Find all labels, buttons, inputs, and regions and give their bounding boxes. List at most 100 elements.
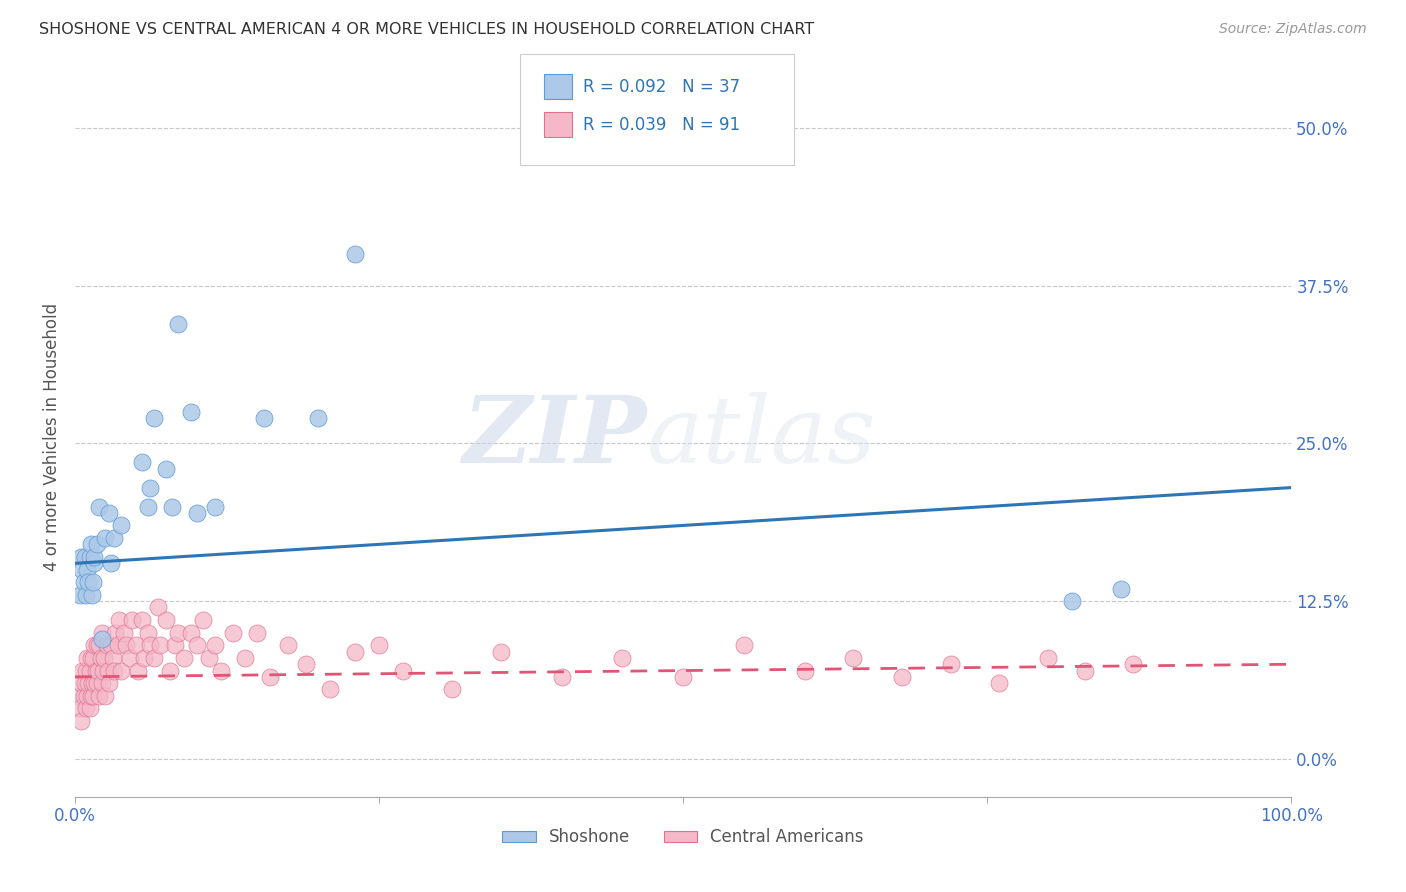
Point — [1036, 651, 1059, 665]
Point — [103, 664, 125, 678]
Point — [842, 651, 865, 665]
Point — [672, 670, 695, 684]
Point — [72, 689, 94, 703]
Point — [67, 689, 90, 703]
Point — [98, 506, 121, 520]
Point — [146, 600, 169, 615]
Point — [143, 411, 166, 425]
Point — [80, 537, 103, 551]
Point — [441, 682, 464, 697]
Point — [550, 670, 572, 684]
Point — [80, 676, 103, 690]
Point — [75, 701, 97, 715]
Point — [233, 651, 256, 665]
Point — [82, 651, 104, 665]
Point — [115, 638, 138, 652]
Point — [222, 625, 245, 640]
Point — [73, 549, 96, 564]
Point — [162, 500, 184, 514]
Point — [127, 664, 149, 678]
Point — [180, 625, 202, 640]
Point — [83, 676, 105, 690]
Point — [343, 645, 366, 659]
Point — [73, 676, 96, 690]
Point — [96, 638, 118, 652]
Text: Source: ZipAtlas.com: Source: ZipAtlas.com — [1219, 22, 1367, 37]
Point — [86, 537, 108, 551]
Point — [70, 676, 93, 690]
Point — [79, 549, 101, 564]
Point — [90, 632, 112, 646]
Point — [80, 588, 103, 602]
Point — [87, 664, 110, 678]
Point — [103, 531, 125, 545]
Point — [112, 625, 135, 640]
Point — [139, 638, 162, 652]
Legend: Shoshone, Central Americans: Shoshone, Central Americans — [496, 822, 870, 853]
Point — [163, 638, 186, 652]
Point — [82, 689, 104, 703]
Point — [125, 638, 148, 652]
Point — [155, 613, 177, 627]
Point — [1062, 594, 1084, 608]
Point — [104, 625, 127, 640]
Point — [77, 676, 100, 690]
Point — [891, 670, 914, 684]
Point — [86, 638, 108, 652]
Point — [72, 575, 94, 590]
Point — [319, 682, 342, 697]
Point — [90, 676, 112, 690]
Point — [69, 588, 91, 602]
Point — [121, 613, 143, 627]
Point — [94, 531, 117, 545]
Point — [612, 651, 634, 665]
Text: R = 0.092   N = 37: R = 0.092 N = 37 — [583, 78, 741, 95]
Point — [93, 651, 115, 665]
Point — [89, 689, 111, 703]
Point — [1122, 657, 1144, 672]
Text: ZIP: ZIP — [463, 392, 647, 482]
Point — [98, 676, 121, 690]
Point — [1109, 582, 1132, 596]
Point — [131, 455, 153, 469]
Point — [246, 625, 269, 640]
Point — [988, 676, 1011, 690]
Point — [136, 625, 159, 640]
Point — [186, 638, 208, 652]
Point — [136, 500, 159, 514]
Point — [75, 664, 97, 678]
Point — [939, 657, 962, 672]
Point — [149, 638, 172, 652]
Point — [143, 651, 166, 665]
Point — [72, 563, 94, 577]
Point — [76, 651, 98, 665]
Point — [94, 689, 117, 703]
Point — [110, 518, 132, 533]
Point — [134, 651, 156, 665]
Point — [97, 664, 120, 678]
Point — [91, 664, 114, 678]
Point — [70, 714, 93, 728]
Point — [76, 689, 98, 703]
Point — [89, 500, 111, 514]
Point — [343, 247, 366, 261]
Point — [167, 625, 190, 640]
Point — [83, 638, 105, 652]
Point — [733, 638, 755, 652]
Point — [159, 664, 181, 678]
Point — [118, 651, 141, 665]
Point — [139, 481, 162, 495]
Point — [368, 638, 391, 652]
Point — [204, 638, 226, 652]
Point — [204, 500, 226, 514]
Text: SHOSHONE VS CENTRAL AMERICAN 4 OR MORE VEHICLES IN HOUSEHOLD CORRELATION CHART: SHOSHONE VS CENTRAL AMERICAN 4 OR MORE V… — [39, 22, 814, 37]
Point — [252, 411, 274, 425]
Point — [80, 651, 103, 665]
Point — [198, 651, 221, 665]
Point — [793, 664, 815, 678]
Point — [79, 664, 101, 678]
Point — [209, 664, 232, 678]
Point — [107, 613, 129, 627]
Point — [101, 651, 124, 665]
Point — [69, 701, 91, 715]
